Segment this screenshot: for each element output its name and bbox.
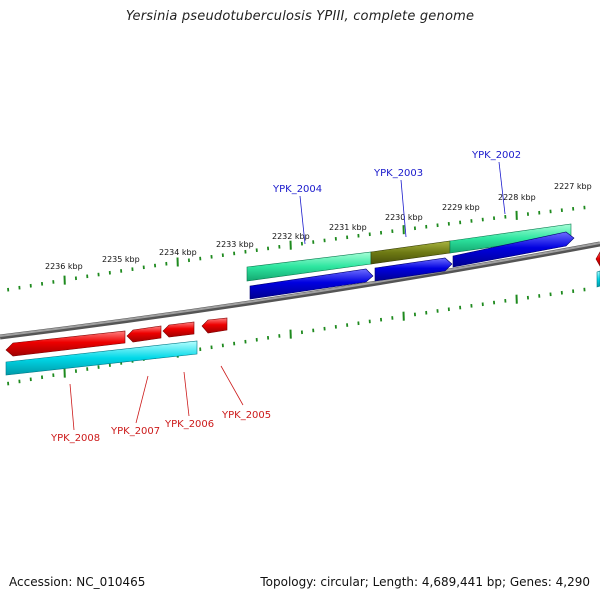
cds-arrow-ypk-2007[interactable] — [126, 325, 162, 343]
cds-arrow-ypk-2002[interactable] — [452, 231, 575, 268]
scale-label-2228: 2228 kbp — [498, 193, 536, 202]
gene-label-ypk-2006[interactable]: YPK_2006 — [164, 419, 214, 430]
gene-bar-ypk-2008-2006[interactable] — [5, 340, 198, 376]
scale-label-2234: 2234 kbp — [159, 248, 197, 257]
map-title: Yersinia pseudotuberculosis YPIII, compl… — [125, 9, 475, 24]
scale-label-2235: 2235 kbp — [102, 255, 140, 264]
scale-label-2230: 2230 kbp — [385, 213, 423, 222]
scale-label-2233: 2233 kbp — [216, 240, 254, 249]
cds-arrow-ypk-2005[interactable] — [201, 317, 228, 334]
forward-cds-track — [249, 231, 575, 300]
scale-label-2232: 2232 kbp — [272, 232, 310, 241]
gene-label-ypk-2008[interactable]: YPK_2008 — [50, 433, 100, 444]
scale-label-2227: 2227 kbp — [554, 182, 592, 191]
gene-label-ypk-2007[interactable]: YPK_2007 — [110, 426, 160, 437]
cds-arrow-ypk-2008[interactable] — [5, 330, 126, 357]
cds-arrow-ypk-2006[interactable] — [162, 321, 195, 338]
cds-arrow-ypk-2004[interactable] — [249, 268, 374, 300]
scale-label-2229: 2229 kbp — [442, 203, 480, 212]
cds-arrow-ypk-2003[interactable] — [374, 257, 453, 282]
forward-gene-track — [246, 223, 572, 282]
accession-text: Accession: NC_010465 — [9, 575, 146, 589]
scale-label-2231: 2231 kbp — [329, 223, 367, 232]
gene-label-ypk-2002[interactable]: YPK_2002 — [471, 150, 521, 161]
reverse-gene-track — [5, 270, 600, 376]
gene-bar-offscreen[interactable] — [596, 270, 600, 288]
scale-label-2236: 2236 kbp — [45, 262, 83, 271]
forward-gene-labels: YPK_2004 YPK_2003 YPK_2002 — [272, 150, 521, 245]
gene-label-ypk-2004[interactable]: YPK_2004 — [272, 184, 322, 195]
cds-arrow-offscreen[interactable] — [595, 251, 600, 267]
reverse-gene-labels: YPK_2008 YPK_2007 YPK_2006 YPK_2005 — [50, 365, 271, 444]
reverse-cds-track — [5, 251, 600, 357]
genome-summary-text: Topology: circular; Length: 4,689,441 bp… — [260, 575, 590, 589]
upper-scale-ticks — [7, 205, 586, 292]
gene-label-ypk-2005[interactable]: YPK_2005 — [221, 410, 271, 421]
gene-label-ypk-2003[interactable]: YPK_2003 — [373, 168, 423, 179]
